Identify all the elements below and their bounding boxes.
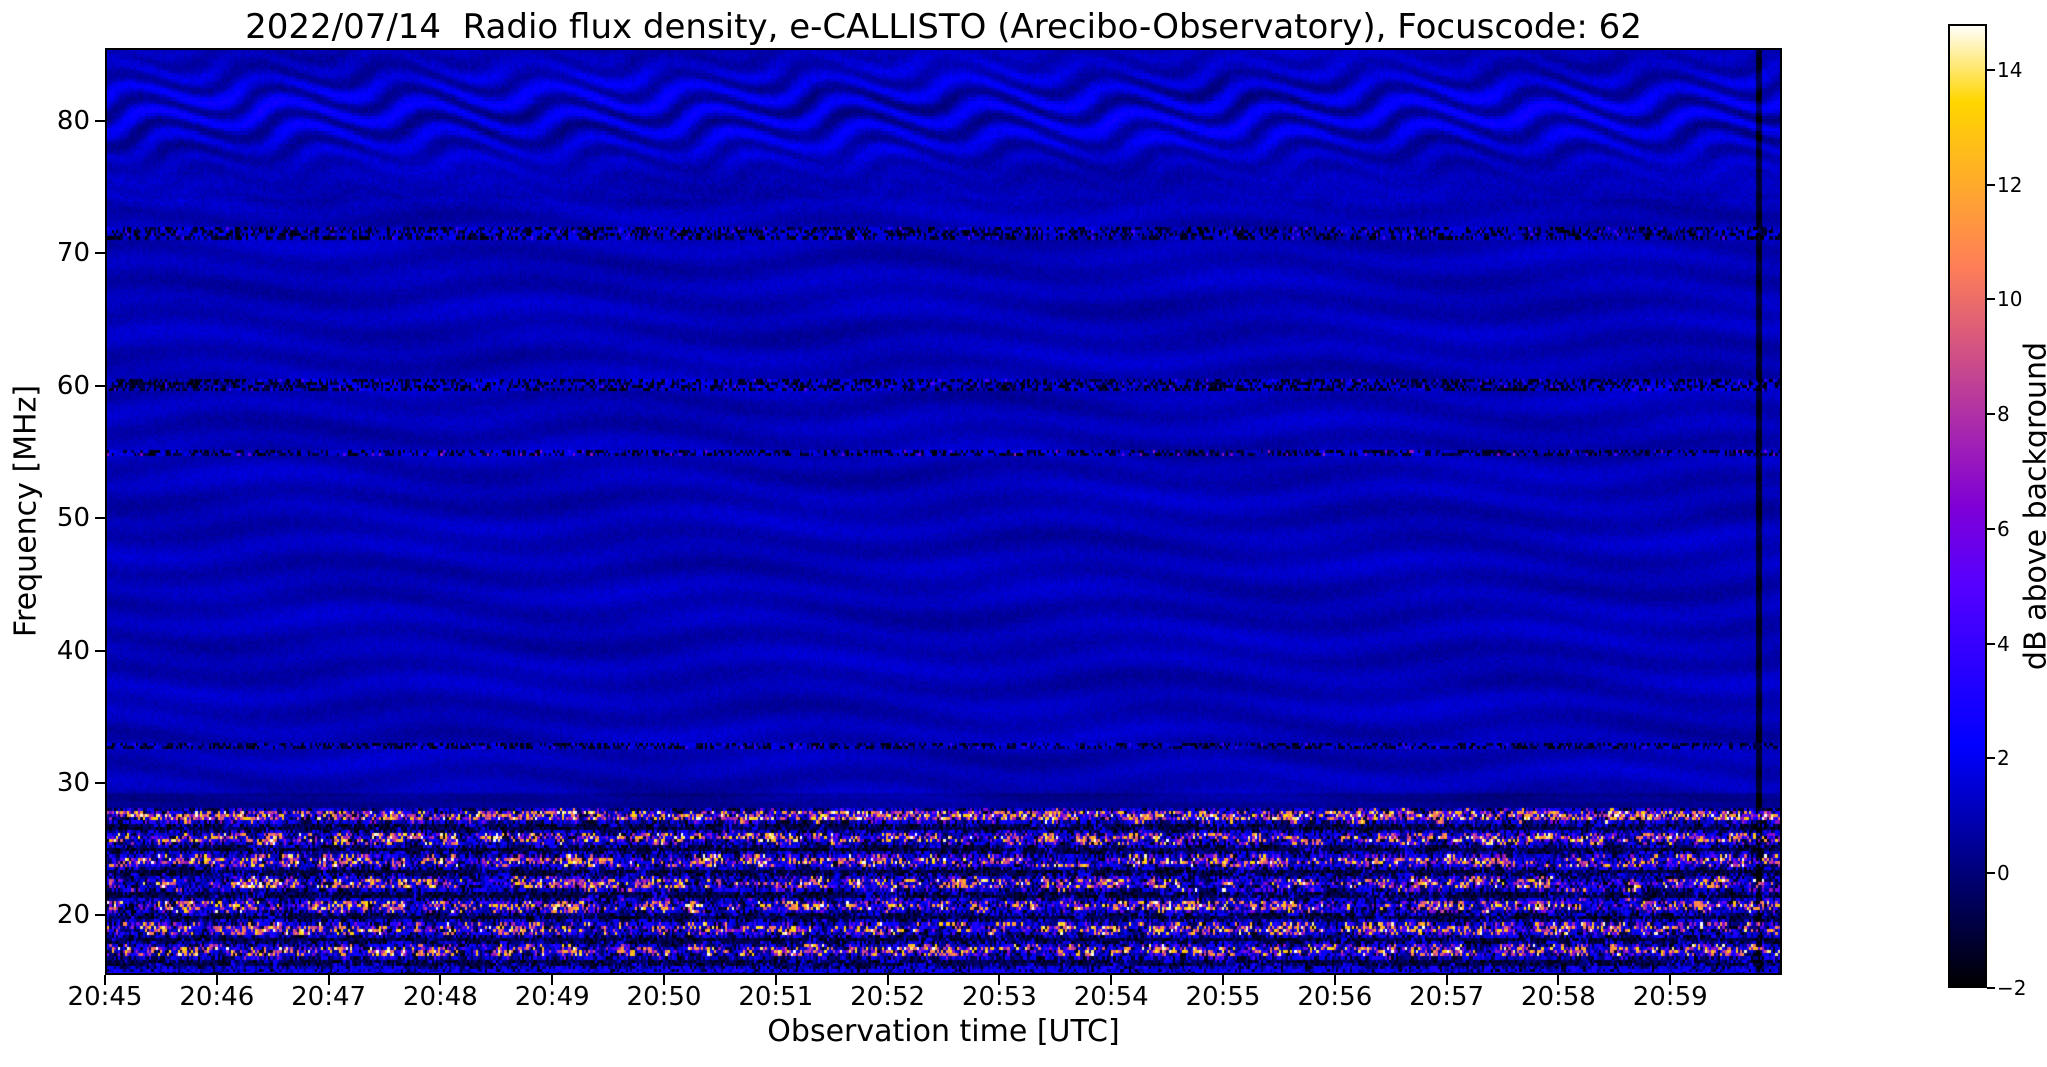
y-tick-mark	[95, 252, 105, 255]
x-tick-mark	[215, 975, 218, 985]
x-tick-mark	[327, 975, 330, 985]
y-tick-mark	[95, 781, 105, 784]
x-tick-label: 20:55	[1185, 982, 1261, 1012]
x-tick-label: 20:58	[1520, 982, 1596, 1012]
colorbar-tick-mark	[1987, 527, 1995, 530]
x-tick-mark	[1445, 975, 1448, 985]
x-tick-mark	[1222, 975, 1224, 985]
colorbar-tick-label: 8	[1997, 402, 2010, 427]
x-tick-label: 20:46	[179, 982, 255, 1012]
colorbar-canvas	[1948, 24, 1987, 988]
x-tick-mark	[104, 975, 106, 985]
y-tick-mark	[95, 517, 105, 520]
colorbar-tick-mark	[1987, 183, 1995, 186]
colorbar-tick-mark	[1987, 987, 1995, 989]
x-axis-label: Observation time [UTC]	[767, 1014, 1120, 1049]
x-tick-label: 20:48	[402, 982, 478, 1012]
x-tick-label: 20:54	[1073, 982, 1149, 1012]
x-tick-label: 20:52	[850, 982, 926, 1012]
x-tick-mark	[886, 975, 889, 985]
y-tick-label: 30	[56, 767, 90, 798]
x-tick-mark	[1669, 975, 1672, 985]
colorbar-tick-label: 2	[1997, 746, 2010, 771]
y-tick-label: 20	[56, 900, 90, 931]
x-tick-mark	[663, 975, 665, 985]
colorbar-tick-label: 4	[1997, 631, 2010, 656]
x-tick-mark	[1110, 975, 1113, 985]
colorbar-tick-mark	[1987, 872, 1995, 875]
chart-title: 2022/07/14 Radio flux density, e-CALLIST…	[245, 7, 1642, 47]
colorbar-label: dB above background	[2018, 341, 2047, 671]
x-tick-mark	[551, 975, 554, 985]
x-tick-label: 20:47	[291, 982, 367, 1012]
x-tick-label: 20:53	[961, 982, 1037, 1012]
colorbar-tick-label: −2	[1997, 976, 2027, 1000]
y-tick-label: 40	[56, 635, 90, 666]
colorbar-tick-label: 0	[1997, 861, 2010, 886]
colorbar-tick-mark	[1987, 642, 1995, 645]
x-tick-mark	[998, 975, 1001, 985]
spectrogram-canvas	[105, 48, 1782, 975]
y-tick-label: 70	[56, 238, 90, 269]
y-tick-mark	[95, 119, 105, 122]
colorbar-tick-label: 6	[1997, 516, 2010, 541]
colorbar-tick-label: 12	[1997, 172, 2023, 197]
y-tick-mark	[95, 649, 105, 652]
y-tick-mark	[95, 914, 105, 917]
x-tick-label: 20:57	[1409, 982, 1485, 1012]
x-tick-label: 20:56	[1297, 982, 1373, 1012]
colorbar-tick-mark	[1987, 298, 1995, 301]
x-tick-mark	[774, 975, 777, 985]
x-tick-label: 20:59	[1632, 982, 1708, 1012]
colorbar-tick-label: 14	[1997, 57, 2023, 82]
colorbar-tick-mark	[1987, 68, 1995, 71]
x-tick-mark	[439, 975, 442, 985]
x-tick-mark	[1557, 975, 1560, 985]
colorbar-tick-mark	[1987, 413, 1995, 416]
y-tick-mark	[95, 384, 105, 387]
x-tick-label: 20:51	[738, 982, 814, 1012]
colorbar-tick-label: 10	[1997, 287, 2023, 312]
x-tick-label: 20:45	[67, 982, 143, 1012]
y-tick-label: 60	[56, 370, 90, 401]
x-tick-mark	[1333, 975, 1336, 985]
y-tick-label: 50	[56, 503, 90, 534]
x-tick-label: 20:49	[514, 982, 590, 1012]
x-tick-label: 20:50	[626, 982, 702, 1012]
colorbar-tick-mark	[1987, 757, 1995, 760]
y-tick-label: 80	[56, 105, 90, 136]
